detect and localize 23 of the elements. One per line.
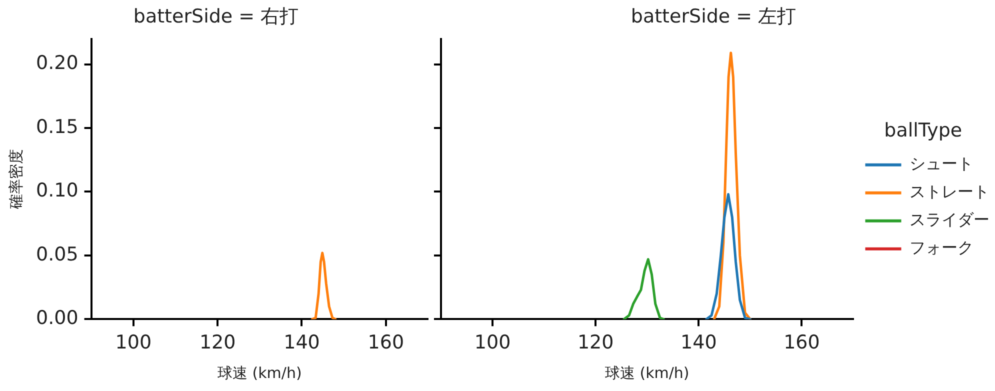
legend-label: ストレート <box>909 182 990 202</box>
x-axis-title: 球速 (km/h) <box>604 364 690 382</box>
x-tick-label: 140 <box>680 332 717 354</box>
x-axis-title: 球速 (km/h) <box>217 364 302 382</box>
y-tick-label: 0.00 <box>36 307 78 330</box>
y-tick-label: 0.15 <box>36 116 78 138</box>
y-tick-label: 0.05 <box>36 243 78 266</box>
y-tick-label: 0.20 <box>36 52 78 74</box>
x-tick-label: 140 <box>284 332 320 354</box>
x-tick-label: 100 <box>115 332 152 354</box>
x-tick-label: 160 <box>368 332 404 354</box>
x-tick-label: 100 <box>474 332 511 354</box>
legend-title: ballType <box>884 120 962 142</box>
chart-title: batterSide = 右打 <box>133 5 299 28</box>
x-tick-label: 120 <box>577 332 614 354</box>
y-axis-title: 確率密度 <box>6 149 25 210</box>
legend-label: シュート <box>909 154 974 174</box>
y-tick-label: 0.10 <box>36 180 78 202</box>
chart-title: batterSide = 左打 <box>630 5 796 28</box>
legend-label: フォーク <box>909 238 974 258</box>
x-tick-label: 120 <box>199 332 236 354</box>
x-tick-label: 160 <box>784 332 820 354</box>
legend-label: スライダー <box>909 210 990 230</box>
